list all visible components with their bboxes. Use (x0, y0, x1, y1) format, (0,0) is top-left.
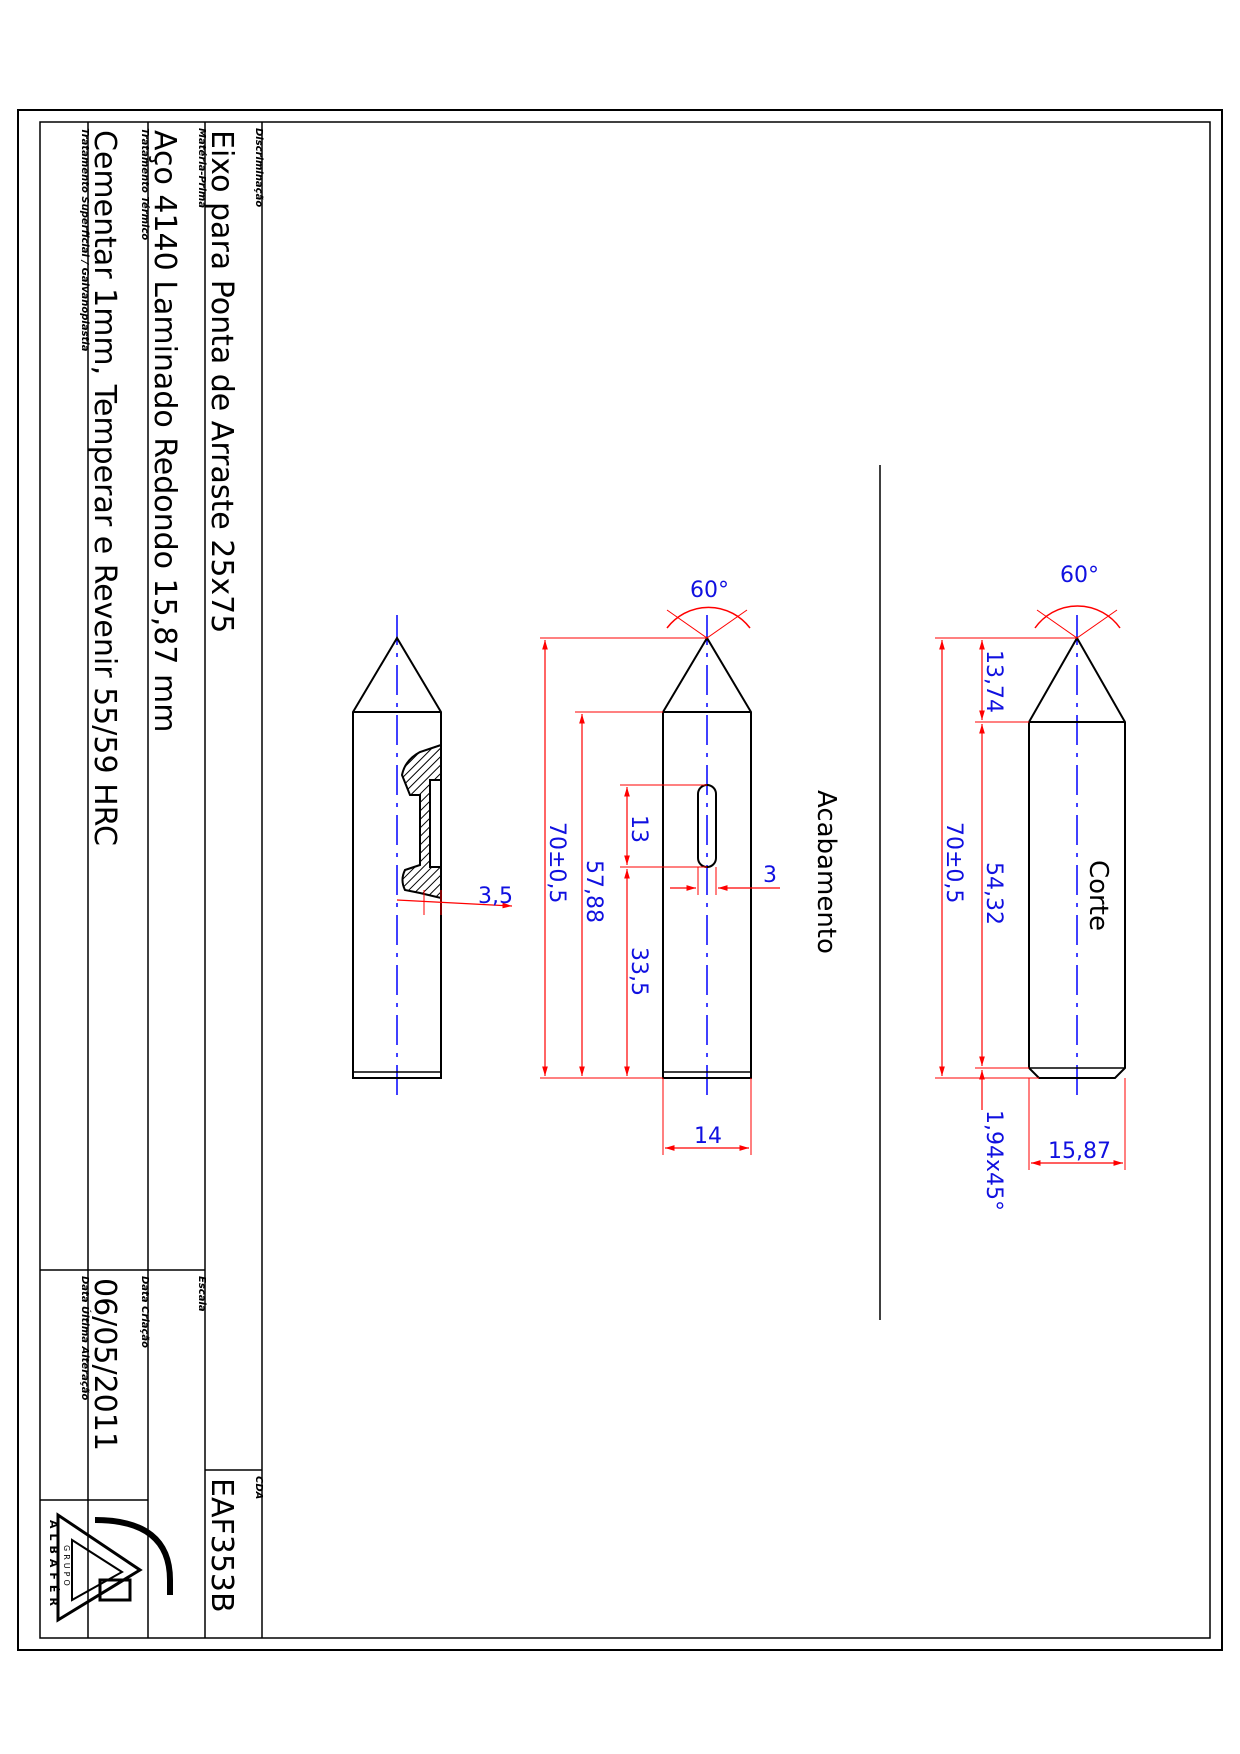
company-logo: ALBAFÉR GRUPO (47, 1512, 173, 1623)
section-view: 3,5 (352, 615, 513, 1095)
dim-chamfer: 1,94x45° (981, 1110, 1006, 1211)
code-text: EAF353B (204, 1478, 239, 1613)
dim-slot-width: 3 (763, 863, 777, 888)
cut-view: Corte 60° 70±0,5 13,74 54,32 1,94x45° 15… (935, 563, 1126, 1211)
title-block (40, 122, 263, 1638)
description-label: Discriminação (253, 128, 264, 207)
code-label: CDA (253, 1476, 264, 1499)
dim-slot-depth: 3,5 (478, 884, 513, 909)
logo-subtext: GRUPO (62, 1545, 71, 1589)
heat-treatment-label: Tratamento Térmico (139, 128, 151, 240)
dim-angle-cut: 60° (1060, 563, 1099, 588)
dim-diameter-finish: 14 (694, 1124, 722, 1149)
finish-view: 60° 70±0,5 57,88 13 33,5 3 14 (540, 578, 780, 1155)
heat-treatment-text: Cementar 1mm, Temperar e Revenir 55/59 H… (87, 130, 122, 846)
dim-cut-body-length: 54,32 (981, 862, 1006, 925)
logo-text: ALBAFÉR (47, 1520, 60, 1611)
inner-frame (39, 121, 1211, 1639)
dim-angle-finish: 60° (690, 578, 729, 603)
last-change-label: Data Última Alteração (79, 1276, 92, 1401)
description-text: Eixo para Ponta de Arraste 25x75 (204, 130, 239, 633)
dim-overall-length-cut: 70±0,5 (941, 822, 966, 903)
outer-frame (17, 109, 1223, 1651)
material-text: Aço 4140 Laminado Redondo 15,87 mm (147, 130, 182, 732)
dim-diameter-cut: 15,87 (1048, 1139, 1111, 1164)
dim-slot-length: 13 (626, 815, 651, 843)
creation-date-label: Data Criação (139, 1276, 150, 1348)
creation-date-text: 06/05/2011 (87, 1278, 122, 1451)
cut-label: Corte (1083, 860, 1113, 931)
finish-label: Acabamento (811, 790, 841, 954)
dim-cone-length: 13,74 (981, 650, 1006, 713)
dim-slot-position: 33,5 (626, 947, 651, 996)
dim-body-length: 57,88 (581, 860, 606, 923)
scale-label: Escala (196, 1276, 207, 1312)
dim-overall-length-finish: 70±0,5 (544, 822, 569, 903)
material-label: Matéria-Prima (196, 128, 208, 208)
surface-treatment-label: Tratamento Superficial / Galvanoplastia (79, 128, 90, 352)
